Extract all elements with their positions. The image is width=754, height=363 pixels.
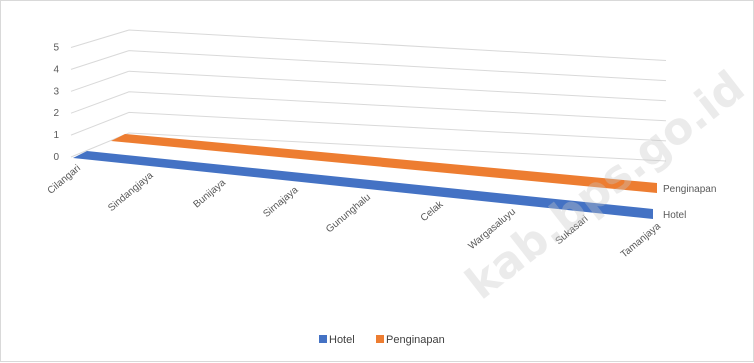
- series-ribbon-hotel: [73, 151, 653, 219]
- gridline: [70, 29, 667, 61]
- y-tick-label: 3: [53, 86, 59, 97]
- x-tick-label: Sirnajaya: [261, 184, 300, 220]
- series-depth-labels: Penginapan Hotel: [663, 184, 716, 221]
- floor-edge: [70, 132, 667, 162]
- x-tick-label: Tamanjaya: [619, 221, 663, 261]
- gridline: [70, 50, 667, 82]
- series-depth-label: Penginapan: [663, 184, 716, 195]
- gridline: [70, 70, 667, 102]
- x-tick-label: Bunijaya: [191, 177, 228, 210]
- x-tick-label: Celak: [419, 198, 446, 224]
- y-tick-label: 0: [53, 152, 59, 163]
- series-depth-label: Hotel: [663, 210, 686, 221]
- series-ribbon-penginapan: [111, 134, 657, 193]
- y-axis-ticks: 0 1 2 3 4 5: [53, 43, 59, 164]
- legend: Hotel Penginapan: [319, 334, 445, 346]
- legend-label: Penginapan: [386, 334, 445, 346]
- gridline: [70, 91, 667, 122]
- gridline: [70, 111, 667, 142]
- legend-swatch: [319, 335, 327, 343]
- gridlines: [70, 29, 667, 162]
- y-tick-label: 5: [53, 43, 59, 54]
- y-tick-label: 2: [53, 108, 59, 119]
- y-tick-label: 4: [53, 64, 59, 75]
- y-tick-label: 1: [53, 130, 59, 141]
- x-tick-label: Sindangjaya: [106, 170, 156, 214]
- x-tick-label: Gununghalu: [324, 192, 373, 235]
- legend-swatch: [376, 335, 384, 343]
- legend-label: Hotel: [329, 334, 355, 346]
- series-layer: [73, 134, 657, 219]
- x-tick-label: Cilangari: [46, 163, 83, 197]
